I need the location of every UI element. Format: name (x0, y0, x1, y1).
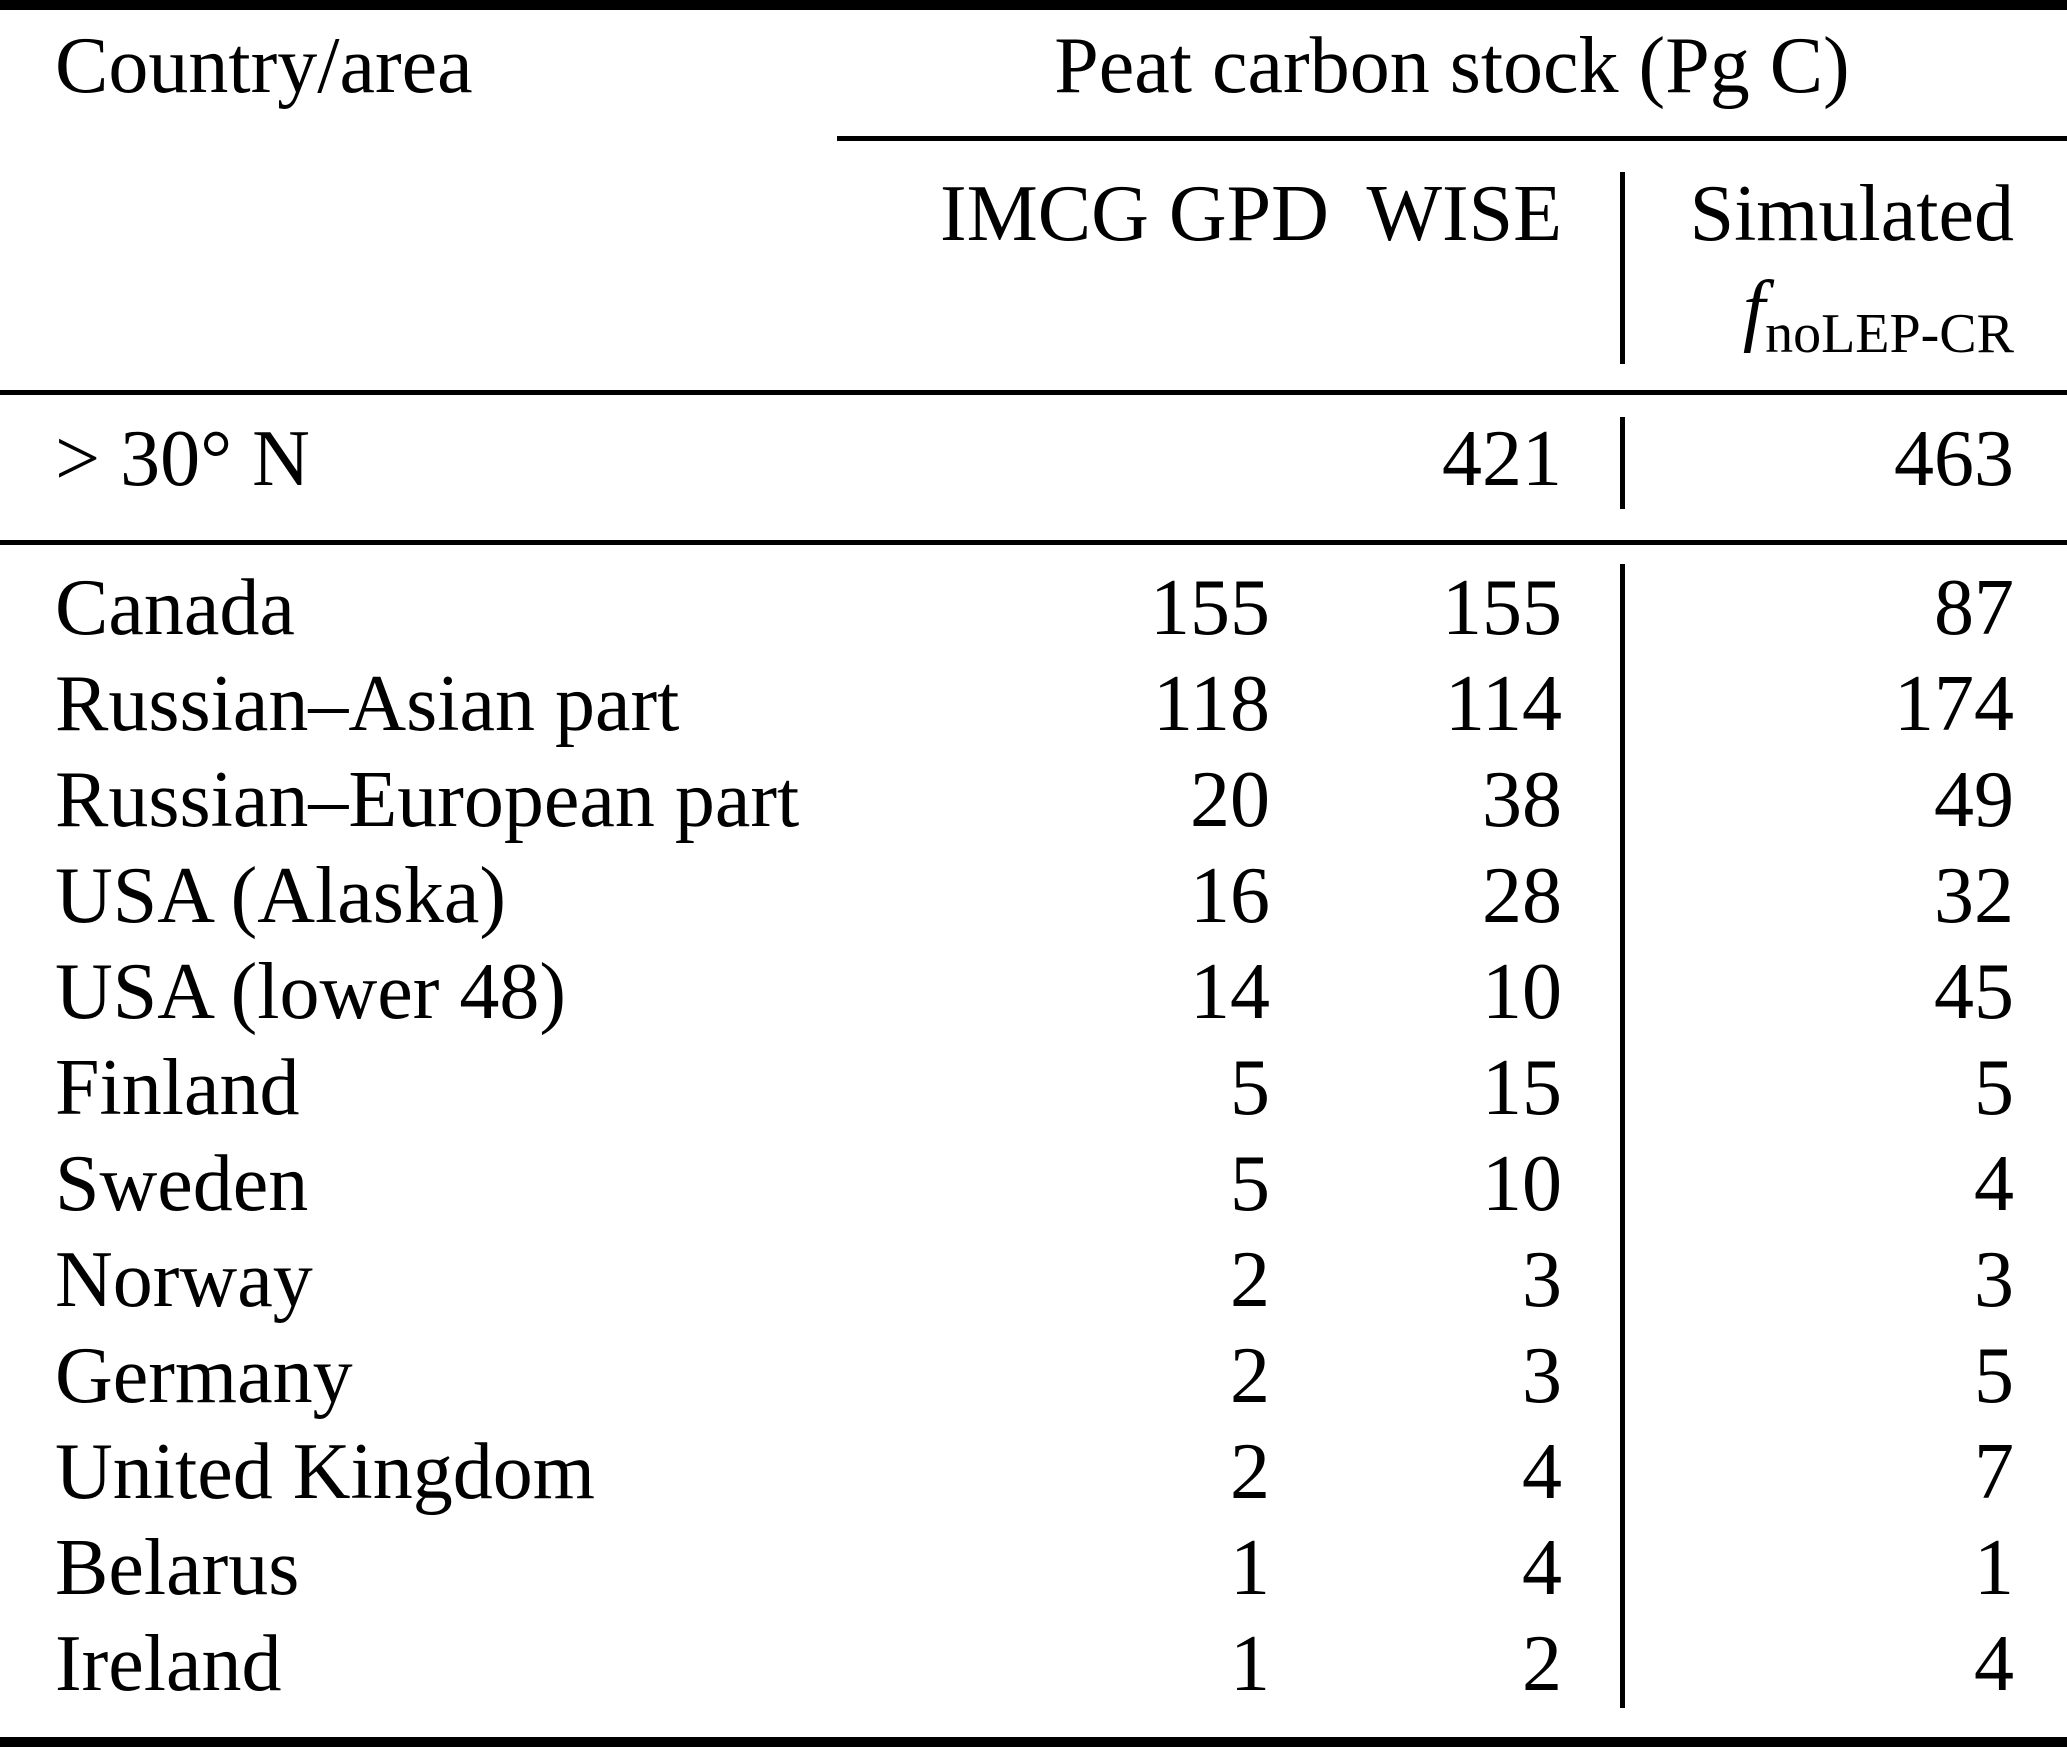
f-subscript: noLEP-CR (1765, 303, 2014, 365)
summary-label: > 30° N (55, 415, 310, 503)
table-row: USA (Alaska) 16 28 32 (0, 848, 2014, 944)
summary-simulated-value: 463 (1894, 415, 2014, 503)
summary-imcg-value (940, 411, 1270, 507)
wise-value: 10 (1482, 948, 1562, 1036)
simulated-value: 32 (1934, 852, 2014, 940)
simulated-value: 174 (1894, 660, 2014, 748)
table-row: Russian–European part 20 38 49 (0, 752, 2014, 848)
table-row: Ireland 1 2 4 (0, 1616, 2014, 1712)
country-label: Finland (55, 1044, 300, 1132)
simulated-value: 3 (1974, 1236, 2014, 1324)
summary-row: > 30° N 421 463 (0, 411, 2014, 507)
column-divider-header (1620, 172, 1625, 364)
subheader-row-formula: fnoLEP-CR (0, 262, 2014, 365)
simulated-value: 4 (1974, 1620, 2014, 1708)
subheader-row: IMCG GPD WISE Simulated (0, 166, 2014, 262)
table-row: Belarus 1 4 1 (0, 1520, 2014, 1616)
col-header-imcg-gpd: IMCG GPD (940, 170, 1329, 258)
simulated-value: 45 (1934, 948, 2014, 1036)
simulated-value: 87 (1934, 564, 2014, 652)
imcg-value: 118 (1152, 660, 1270, 748)
table-row: USA (lower 48) 14 10 45 (0, 944, 2014, 1040)
imcg-value: 14 (1190, 948, 1270, 1036)
table-row: Finland 5 15 5 (0, 1040, 2014, 1136)
wise-value: 155 (1442, 564, 1562, 652)
country-label: Russian–European part (55, 756, 800, 844)
table-row: Russian–Asian part 118 114 174 (0, 656, 2014, 752)
group-header: Peat carbon stock (Pg C) (1054, 22, 1850, 110)
wise-value: 3 (1522, 1236, 1562, 1324)
country-label: Ireland (55, 1620, 282, 1708)
imcg-value: 2 (1230, 1236, 1270, 1324)
simulated-value: 1 (1974, 1524, 2014, 1612)
col-header-simulated-formula: fnoLEP-CR (1620, 262, 2014, 382)
table-row: Canada 155 155 87 (0, 560, 2014, 656)
table-row: Norway 2 3 3 (0, 1232, 2014, 1328)
country-label: USA (Alaska) (55, 852, 507, 940)
wise-value: 15 (1482, 1044, 1562, 1132)
wise-value: 114 (1444, 660, 1562, 748)
summary-wise-value: 421 (1442, 415, 1562, 503)
wise-value: 28 (1482, 852, 1562, 940)
imcg-value: 2 (1230, 1428, 1270, 1516)
wise-value: 4 (1522, 1524, 1562, 1612)
country-label: Canada (55, 564, 295, 652)
group-header-underline (837, 136, 2067, 141)
table-row: Germany 2 3 5 (0, 1328, 2014, 1424)
column-divider-summary (1620, 417, 1625, 509)
imcg-value: 16 (1190, 852, 1270, 940)
wise-value: 4 (1522, 1428, 1562, 1516)
imcg-value: 5 (1230, 1044, 1270, 1132)
bottom-rule (0, 1737, 2067, 1747)
imcg-value: 1 (1230, 1524, 1270, 1612)
column-divider-body (1620, 564, 1625, 1708)
country-label: USA (lower 48) (55, 948, 567, 1036)
col-header-wise: WISE (1366, 170, 1562, 258)
table-row: United Kingdom 2 4 7 (0, 1424, 2014, 1520)
country-label: United Kingdom (55, 1428, 595, 1516)
imcg-value: 155 (1150, 564, 1270, 652)
table-body: Canada 155 155 87 Russian–Asian part 118… (0, 560, 2014, 1712)
top-rule (0, 0, 2067, 10)
simulated-value: 49 (1934, 756, 2014, 844)
imcg-value: 1 (1230, 1620, 1270, 1708)
wise-value: 2 (1522, 1620, 1562, 1708)
simulated-value: 5 (1974, 1044, 2014, 1132)
col-header-simulated: Simulated (1689, 170, 2014, 258)
f-symbol: f (1742, 266, 1766, 354)
country-label: Germany (55, 1332, 353, 1420)
summary-separator-rule (0, 540, 2067, 545)
imcg-value: 5 (1230, 1140, 1270, 1228)
country-label: Sweden (55, 1140, 309, 1228)
imcg-value: 2 (1230, 1332, 1270, 1420)
country-label: Norway (55, 1236, 313, 1324)
simulated-value: 4 (1974, 1140, 2014, 1228)
country-label: Belarus (55, 1524, 300, 1612)
simulated-value: 7 (1974, 1428, 2014, 1516)
country-label: Russian–Asian part (55, 660, 680, 748)
wise-value: 38 (1482, 756, 1562, 844)
header-separator-rule (0, 390, 2067, 395)
wise-value: 10 (1482, 1140, 1562, 1228)
corner-header: Country/area (55, 22, 473, 110)
simulated-value: 5 (1974, 1332, 2014, 1420)
imcg-value: 20 (1190, 756, 1270, 844)
wise-value: 3 (1522, 1332, 1562, 1420)
table-row: Sweden 5 10 4 (0, 1136, 2014, 1232)
